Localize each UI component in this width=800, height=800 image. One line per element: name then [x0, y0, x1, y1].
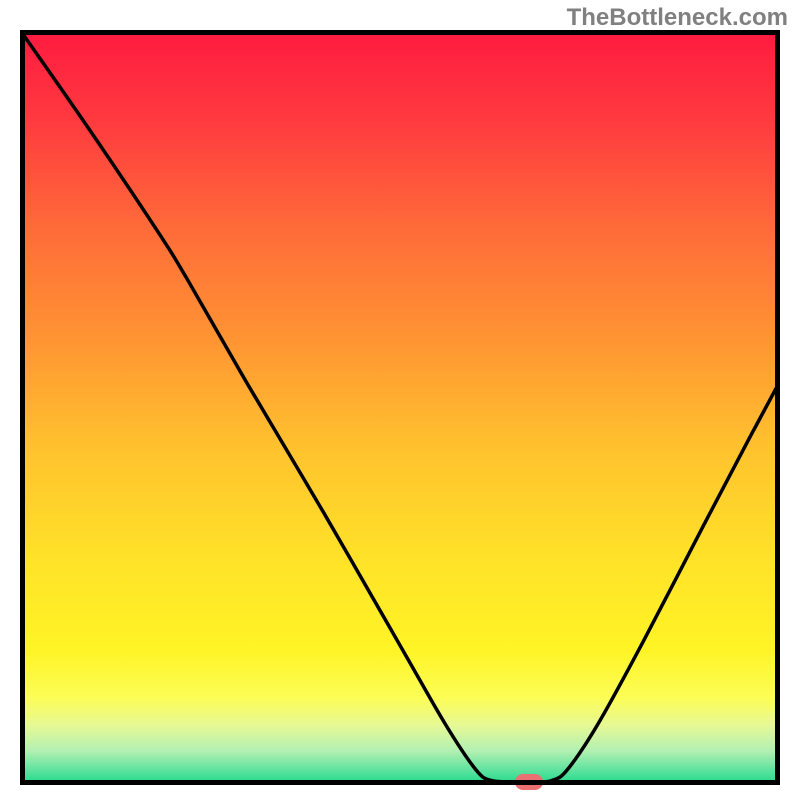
gradient-background	[20, 30, 780, 785]
watermark-text: TheBottleneck.com	[567, 4, 788, 32]
chart-container: TheBottleneck.com	[0, 0, 800, 800]
plot-area	[20, 30, 780, 785]
optimal-point-marker	[515, 774, 543, 790]
